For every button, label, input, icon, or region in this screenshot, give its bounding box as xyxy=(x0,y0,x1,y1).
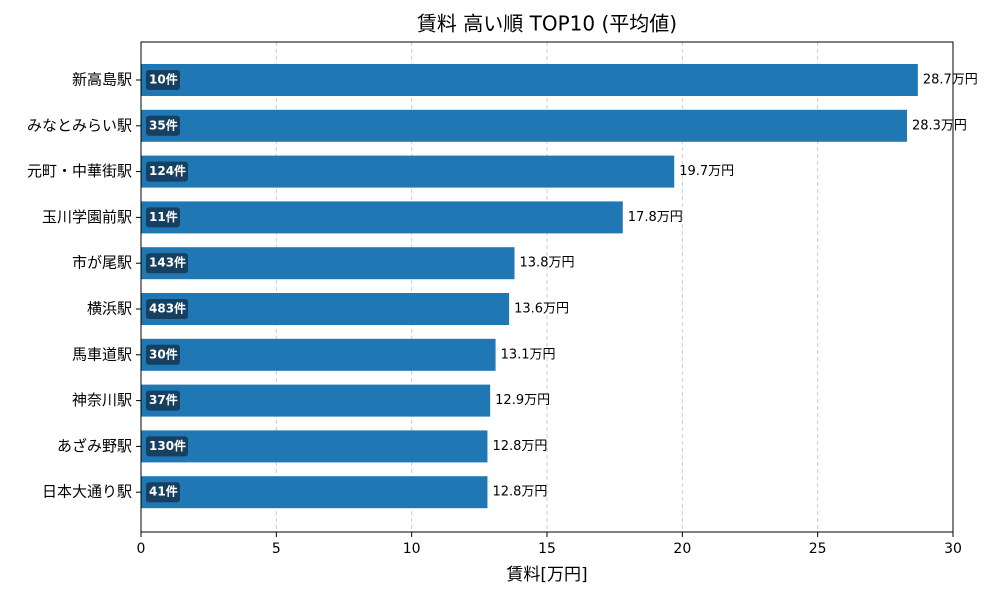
y-tick-label: 神奈川駅 xyxy=(72,391,132,409)
count-label: 483件 xyxy=(149,301,186,316)
x-tick-label: 5 xyxy=(272,541,281,557)
value-label: 13.1万円 xyxy=(501,347,556,362)
y-tick-label: 横浜駅 xyxy=(87,300,132,318)
count-label: 10件 xyxy=(149,72,178,87)
count-label: 30件 xyxy=(149,346,178,361)
value-label: 17.8万円 xyxy=(628,210,683,225)
value-label: 13.8万円 xyxy=(520,256,575,271)
y-tick-label: 元町・中華街駅 xyxy=(27,162,132,180)
count-badge xyxy=(146,115,180,136)
value-label: 12.8万円 xyxy=(492,439,547,454)
count-badge xyxy=(146,253,188,274)
x-tick-label: 10 xyxy=(403,541,421,557)
bar xyxy=(141,201,623,234)
count-badge xyxy=(146,299,188,319)
count-label: 37件 xyxy=(149,392,178,407)
count-badge xyxy=(146,390,180,411)
y-tick-label: 新高島駅 xyxy=(72,71,132,89)
bar xyxy=(141,430,488,463)
y-tick-label: 玉川学園前駅 xyxy=(42,208,132,226)
count-label: 124件 xyxy=(149,163,186,178)
x-tick-label: 15 xyxy=(538,541,556,557)
bar xyxy=(141,338,496,371)
value-label: 12.9万円 xyxy=(495,393,550,408)
count-badge xyxy=(146,207,180,228)
count-badge xyxy=(146,436,188,457)
count-badge xyxy=(146,344,180,365)
count-badge xyxy=(146,482,180,503)
value-label: 19.7万円 xyxy=(679,164,734,179)
bar xyxy=(141,293,510,325)
bar xyxy=(141,155,675,188)
y-tick-label: 馬車道駅 xyxy=(72,345,132,363)
bar xyxy=(141,247,515,280)
bar xyxy=(141,109,907,142)
count-label: 11件 xyxy=(149,209,178,224)
x-tick-label: 30 xyxy=(944,541,962,557)
value-label: 13.6万円 xyxy=(514,302,569,317)
y-tick-label: みなとみらい駅 xyxy=(27,116,132,134)
bar xyxy=(141,64,918,96)
count-label: 143件 xyxy=(149,255,186,270)
value-label: 28.3万円 xyxy=(912,118,967,133)
x-tick-label: 20 xyxy=(673,541,691,557)
count-label: 130件 xyxy=(149,438,186,453)
x-tick-label: 0 xyxy=(137,541,146,557)
chart-title: 賃料 高い順 TOP10 (平均値) xyxy=(417,12,677,36)
x-tick-label: 25 xyxy=(809,541,827,557)
y-tick-label: 市が尾駅 xyxy=(72,254,132,272)
count-badge xyxy=(146,70,180,90)
y-tick-label: 日本大通り駅 xyxy=(42,483,132,501)
x-axis-label: 賃料[万円] xyxy=(506,565,587,585)
count-badge xyxy=(146,161,188,182)
value-label: 12.8万円 xyxy=(492,485,547,500)
count-label: 41件 xyxy=(149,484,178,499)
plot-frame xyxy=(140,41,954,533)
bar xyxy=(141,384,491,417)
count-label: 35件 xyxy=(149,117,178,132)
bar xyxy=(141,476,488,509)
y-tick-label: あざみ野駅 xyxy=(57,437,132,455)
value-label: 28.7万円 xyxy=(923,73,978,88)
